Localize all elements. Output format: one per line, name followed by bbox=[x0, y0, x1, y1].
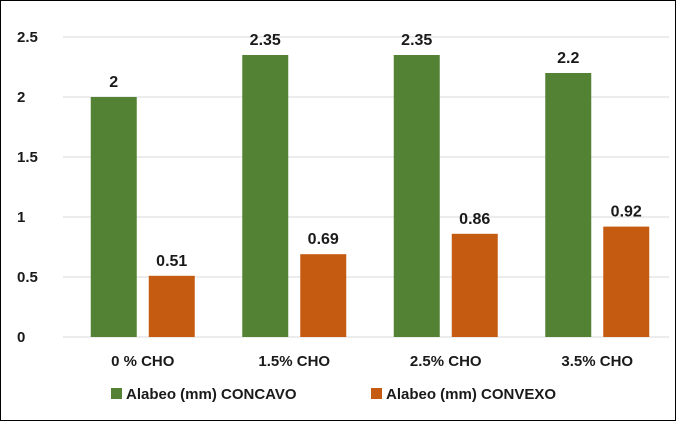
y-tick-label: 0 bbox=[17, 329, 25, 346]
y-tick-label: 1 bbox=[17, 209, 25, 226]
data-label: 2 bbox=[109, 74, 118, 91]
x-category-label: 2.5% CHO bbox=[410, 353, 482, 370]
bar bbox=[393, 55, 440, 337]
data-label: 2.2 bbox=[557, 50, 579, 67]
bar bbox=[451, 233, 498, 337]
data-label: 2.35 bbox=[250, 32, 281, 49]
data-labels: 2 0.51 2.35 0.69 2.35 0.86 2.2 0.92 bbox=[109, 32, 642, 270]
bar bbox=[242, 55, 289, 337]
bar bbox=[300, 254, 347, 337]
bars bbox=[90, 55, 650, 337]
bar bbox=[603, 226, 650, 337]
data-label: 0.86 bbox=[459, 211, 490, 228]
legend-swatch bbox=[371, 388, 382, 399]
legend-swatch bbox=[111, 388, 122, 399]
y-tick-label: 2.5 bbox=[17, 29, 38, 46]
data-label: 0.92 bbox=[611, 204, 642, 221]
y-axis-ticks: 0 0.5 1 1.5 2 2.5 bbox=[17, 29, 38, 346]
legend-label: Alabeo (mm) CONCAVO bbox=[126, 386, 297, 403]
data-label: 0.69 bbox=[308, 231, 339, 248]
x-category-label: 3.5% CHO bbox=[561, 353, 633, 370]
y-tick-label: 0.5 bbox=[17, 269, 38, 286]
data-label: 0.51 bbox=[156, 253, 187, 270]
legend-label: Alabeo (mm) CONVEXO bbox=[386, 386, 556, 403]
x-category-label: 0 % CHO bbox=[111, 353, 175, 370]
y-tick-label: 2 bbox=[17, 89, 25, 106]
bar bbox=[90, 97, 137, 337]
bar bbox=[545, 73, 592, 337]
y-tick-label: 1.5 bbox=[17, 149, 38, 166]
bar bbox=[148, 275, 195, 337]
x-axis-categories: 0 % CHO 1.5% CHO 2.5% CHO 3.5% CHO bbox=[111, 353, 633, 370]
legend: Alabeo (mm) CONCAVO Alabeo (mm) CONVEXO bbox=[111, 386, 556, 403]
x-category-label: 1.5% CHO bbox=[258, 353, 330, 370]
data-label: 2.35 bbox=[401, 32, 432, 49]
